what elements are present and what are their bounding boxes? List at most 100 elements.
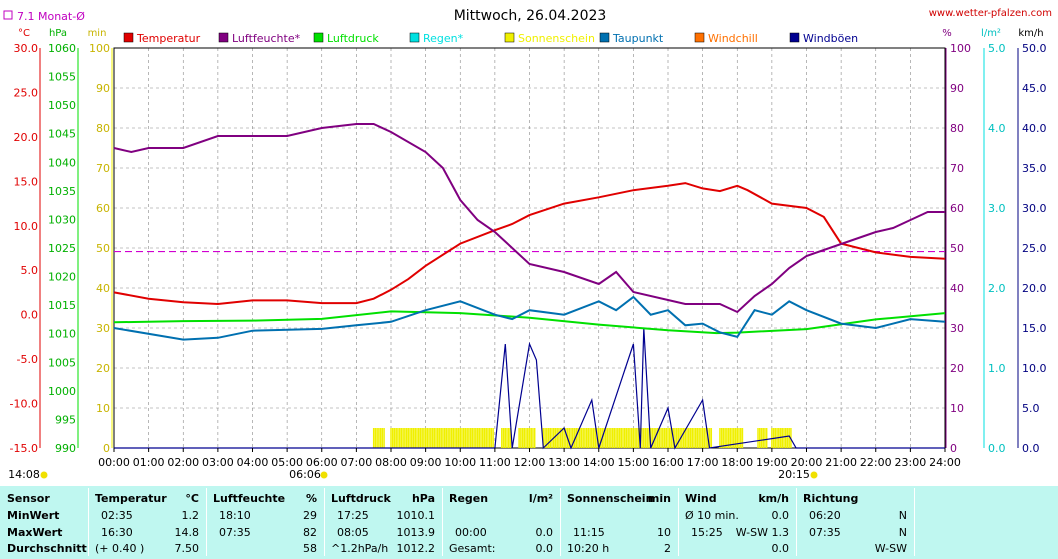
x-tick-label: 16:00 bbox=[652, 456, 684, 469]
stats-cell: Gesamt: bbox=[449, 542, 496, 555]
stats-cell: 82 bbox=[303, 526, 317, 539]
wind-axis-tick: 45.0 bbox=[1022, 82, 1047, 95]
series-line-luftdruck bbox=[113, 310, 946, 335]
series-line-windben bbox=[114, 327, 945, 450]
stats-bar: Sensor MinWert MaxWert Durchschnitt Temp… bbox=[0, 486, 1058, 559]
site-link[interactable]: www.wetter-pfalzen.com bbox=[929, 8, 1052, 19]
rain-axis-tick: 4.0 bbox=[988, 122, 1006, 135]
stats-cell: N bbox=[898, 509, 907, 522]
legend-swatch bbox=[218, 32, 229, 43]
stats-cell: 0.0 bbox=[771, 542, 790, 555]
stats-header-wind: Wind bbox=[685, 492, 717, 505]
legend-label: Windböen bbox=[803, 32, 858, 45]
pressure-axis-tick: 1005 bbox=[48, 356, 76, 369]
stats-header-humidity: Luftfeuchte bbox=[213, 492, 286, 505]
series-line-taupunkt bbox=[113, 295, 946, 341]
stats-cell: 07:35 bbox=[219, 526, 251, 539]
sunshine-axis-tick: 20 bbox=[96, 362, 110, 375]
temperature-axis-tick: 15.0 bbox=[14, 175, 39, 188]
pressure-axis-tick: 1000 bbox=[48, 385, 76, 398]
chart-title: Mittwoch, 26.04.2023 bbox=[454, 8, 607, 24]
pressure-axis-tick: 1025 bbox=[48, 242, 76, 255]
legend-label: Taupunkt bbox=[612, 32, 664, 45]
stats-cell: 1013.9 bbox=[396, 526, 436, 539]
wind-axis-tick: 25.0 bbox=[1022, 242, 1047, 255]
stats-header-sunshine: Sonnenschein bbox=[567, 492, 654, 505]
sunshine-axis-tick: 30 bbox=[96, 322, 110, 335]
x-tick-label: 10:00 bbox=[444, 456, 476, 469]
rain-axis-tick: 2.0 bbox=[988, 282, 1006, 295]
monthly-avg-checkbox[interactable] bbox=[3, 10, 13, 20]
humidity-axis-tick: 30 bbox=[950, 322, 964, 335]
series-line-temperatur bbox=[113, 182, 946, 306]
series-line-luftfeuchte bbox=[113, 123, 945, 314]
stats-divider bbox=[442, 488, 443, 556]
stats-cell: 0.0 bbox=[771, 509, 790, 522]
sunset-label: 20:15 bbox=[778, 468, 810, 481]
wind-axis-tick: 10.0 bbox=[1022, 362, 1047, 375]
x-tick-label: 02:00 bbox=[167, 456, 199, 469]
sunshine-axis-tick: 70 bbox=[96, 162, 110, 175]
x-tick-label: 06:00 bbox=[306, 456, 338, 469]
temperature-axis-tick: 30.0 bbox=[14, 42, 39, 55]
x-tick-label: 24:00 bbox=[929, 456, 961, 469]
legend-swatch bbox=[504, 32, 515, 43]
wind-axis-tick: 50.0 bbox=[1022, 42, 1047, 55]
humidity-axis-tick: 50 bbox=[950, 242, 964, 255]
humidity-axis-tick: 70 bbox=[950, 162, 964, 175]
stats-col-sensor: Sensor MinWert MaxWert Durchschnitt bbox=[0, 486, 88, 559]
wind-axis-tick: 5.0 bbox=[1022, 402, 1040, 415]
x-tick-label: 04:00 bbox=[237, 456, 269, 469]
pressure-axis-tick: 1055 bbox=[48, 71, 76, 84]
stats-unit-rain: l/m² bbox=[528, 492, 553, 505]
stats-cell: 7.50 bbox=[174, 542, 200, 555]
unit-rain: l/m² bbox=[981, 28, 1001, 39]
wind-axis-tick: 35.0 bbox=[1022, 162, 1047, 175]
rain-axis-tick: 3.0 bbox=[988, 202, 1006, 215]
series-layer bbox=[113, 123, 946, 450]
stats-cell: 29 bbox=[303, 509, 317, 522]
stats-col-direction: Richtung 06:20 N 07:35 N W-SW bbox=[797, 486, 913, 559]
stats-label-min: MinWert bbox=[7, 509, 60, 522]
stats-cell: Ø 10 min. bbox=[685, 509, 739, 522]
legend-swatch bbox=[599, 32, 610, 43]
temperature-axis-tick: -10.0 bbox=[10, 398, 38, 411]
stats-unit-pressure: hPa bbox=[411, 492, 435, 505]
x-tick-label: 23:00 bbox=[895, 456, 927, 469]
stats-header-direction: Richtung bbox=[803, 492, 859, 505]
x-tick-label: 13:00 bbox=[548, 456, 580, 469]
stats-cell: 1010.1 bbox=[396, 509, 436, 522]
wind-axis-tick: 20.0 bbox=[1022, 282, 1047, 295]
stats-cell: 1.2 bbox=[181, 509, 200, 522]
grid bbox=[114, 48, 945, 448]
pressure-axis-tick: 1050 bbox=[48, 99, 76, 112]
temperature-axis-tick: -5.0 bbox=[17, 353, 38, 366]
humidity-axis-tick: 100 bbox=[950, 42, 971, 55]
stats-col-humidity: Luftfeuchte % 18:10 29 07:35 82 58 bbox=[207, 486, 323, 559]
x-tick-label: 14:00 bbox=[583, 456, 615, 469]
x-tick-label: 22:00 bbox=[860, 456, 892, 469]
stats-label-max: MaxWert bbox=[7, 526, 63, 539]
stats-cell: 07:35 bbox=[809, 526, 841, 539]
stats-divider bbox=[914, 488, 915, 556]
stats-col-wind: Wind km/h Ø 10 min. 0.0 15:25 W-SW 1.3 0… bbox=[679, 486, 795, 559]
updated-label: 14:08 bbox=[8, 468, 40, 481]
stats-cell: 06:20 bbox=[809, 509, 841, 522]
humidity-axis-tick: 80 bbox=[950, 122, 964, 135]
stats-divider bbox=[560, 488, 561, 556]
pressure-axis-tick: 1020 bbox=[48, 271, 76, 284]
stats-divider bbox=[796, 488, 797, 556]
stats-cell: N bbox=[898, 526, 907, 539]
stats-col-sunshine: Sonnenschein min 11:15 10 10:20 h 2 bbox=[561, 486, 677, 559]
legend-swatch bbox=[123, 32, 134, 43]
rain-axis-tick: 0.0 bbox=[988, 442, 1006, 455]
unit-hpa: hPa bbox=[49, 28, 67, 39]
stats-cell: ^1.2hPa/h bbox=[331, 542, 389, 555]
humidity-axis-tick: 90 bbox=[950, 82, 964, 95]
legend-swatch bbox=[409, 32, 420, 43]
stats-header-temperature: Temperatur bbox=[95, 492, 167, 505]
stats-cell: 1012.2 bbox=[396, 542, 436, 555]
sunshine-axis-tick: 60 bbox=[96, 202, 110, 215]
sun-markers: 06:06 20:15 14:08 bbox=[8, 468, 818, 481]
legend-label: Luftfeuchte* bbox=[232, 32, 301, 45]
